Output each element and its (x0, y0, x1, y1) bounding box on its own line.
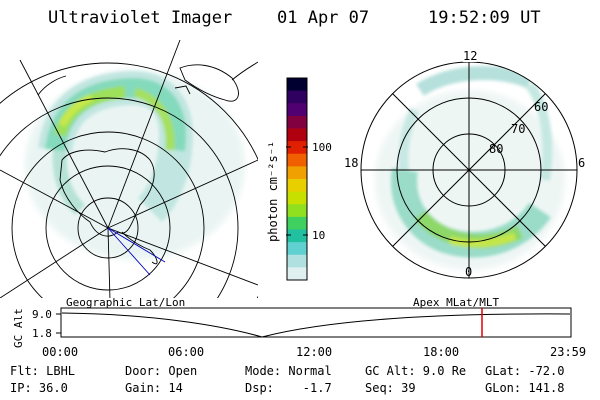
colorbar-ticks (286, 146, 308, 236)
colorbar-tick-10: 10 (312, 229, 325, 242)
colorbar-segment (287, 242, 307, 256)
mlt-label-18: 18 (344, 156, 358, 170)
colorbar-segment (287, 254, 307, 268)
colorbar-segment (287, 229, 307, 243)
status-door: Door: Open (125, 364, 198, 378)
geo-longitude-lines (0, 40, 258, 298)
colorbar-segment (287, 191, 307, 205)
altitude-axis-label: GC Alt (12, 308, 25, 348)
colorbar-segment (287, 78, 307, 92)
geo-latitude-circles (0, 62, 258, 298)
status-mode: Mode: Normal (245, 364, 332, 378)
mlat-label-60: 60 (534, 100, 548, 114)
colorbar-segment (287, 153, 307, 167)
altitude-y-ticks (56, 313, 61, 334)
geo-nadir-track (107, 227, 166, 276)
colorbar-segment (287, 216, 307, 231)
mlat-label-80: 80 (489, 142, 503, 156)
x-tick-2359: 23:59 (550, 345, 587, 359)
mlt-label-6: 6 (578, 156, 585, 170)
colorbar-segment (287, 179, 307, 193)
altitude-plot-frame (60, 307, 572, 338)
colorbar-segment (287, 166, 307, 180)
timeline-left-title: Geographic Lat/Lon (66, 296, 185, 309)
geographic-image (0, 40, 258, 298)
colorbar-segment (287, 141, 307, 155)
time-label: 19:52:09 UT (428, 8, 541, 28)
colorbar-segment (287, 128, 307, 142)
x-tick-0600: 06:00 (168, 345, 205, 359)
altitude-curve (61, 312, 571, 338)
status-filter: Flt: LBHL (10, 364, 76, 378)
status-gc-alt: GC Alt: 9.0 Re (365, 364, 467, 378)
colorbar-tick-100: 100 (312, 141, 332, 154)
geo-coastlines (37, 61, 258, 265)
colorbar-segment (287, 267, 307, 281)
status-gain: Gain: 14 (125, 381, 183, 395)
x-tick-0000: 00:00 (42, 345, 79, 359)
colorbar-frame (286, 77, 308, 281)
status-glat: GLat: -72.0 (485, 364, 565, 378)
x-tick-1800: 18:00 (423, 345, 460, 359)
mlt-label-0: 0 (465, 265, 472, 279)
colorbar-segment (287, 90, 307, 104)
color-scale-bar (286, 77, 308, 281)
x-tick-1200: 12:00 (296, 345, 333, 359)
instrument-title: Ultraviolet Imager (48, 8, 233, 28)
colorbar-unit-label: photon cm⁻²s⁻¹ (266, 141, 280, 242)
mlt-label-12: 12 (463, 49, 477, 63)
colorbar-segment (287, 115, 307, 130)
mlat-label-70: 70 (511, 122, 525, 136)
status-ip: IP: 36.0 (10, 381, 68, 395)
y-tick-9: 9.0 (32, 308, 52, 321)
timeline-right-title: Apex MLat/MLT (413, 296, 499, 309)
colorbar-segment (287, 204, 307, 218)
date-label: 01 Apr 07 (277, 8, 370, 28)
status-seq: Seq: 39 (365, 381, 416, 395)
polar-grid (360, 61, 578, 279)
status-glon: GLon: 141.8 (485, 381, 565, 395)
status-dsp: Dsp: -1.7 (245, 381, 332, 395)
y-tick-1-8: 1.8 (32, 327, 52, 340)
colorbar-segment (287, 103, 307, 117)
